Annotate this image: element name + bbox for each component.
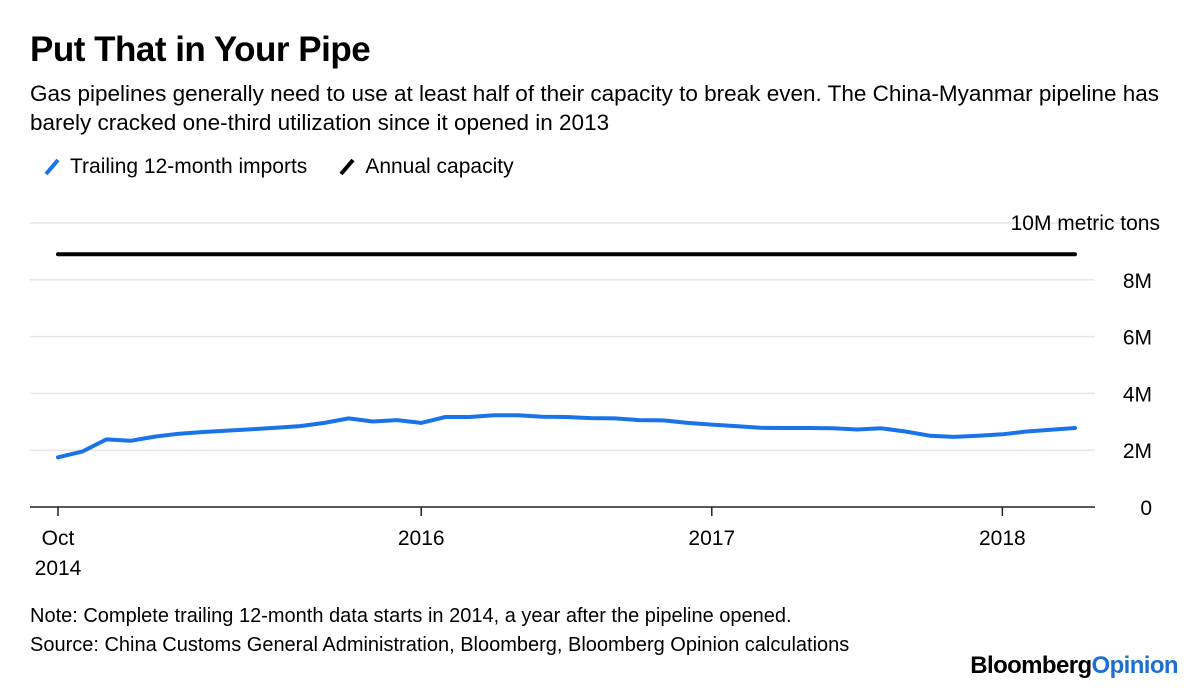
x-tick-label: 2016 bbox=[398, 527, 445, 550]
chart-subtitle: Gas pipelines generally need to use at l… bbox=[30, 81, 1159, 135]
x-tick-label-year: 2014 bbox=[35, 557, 82, 580]
footnote: Note: Complete trailing 12-month data st… bbox=[30, 602, 930, 660]
y-tick-label: 10M metric tons bbox=[1011, 212, 1160, 235]
x-tick-label: Oct bbox=[42, 527, 75, 550]
source-text: Source: China Customs General Administra… bbox=[30, 634, 850, 656]
y-tick-label: 4M bbox=[1123, 383, 1152, 406]
legend-item-capacity: Annual capacity bbox=[337, 155, 514, 179]
legend-item-imports: Trailing 12-month imports bbox=[42, 155, 307, 179]
series-line-imports bbox=[56, 413, 1077, 460]
slash-swatch-icon bbox=[44, 158, 60, 176]
legend-label-capacity: Annual capacity bbox=[365, 155, 514, 178]
slash-swatch-icon bbox=[339, 158, 355, 176]
brand-logo: BloombergOpinion bbox=[970, 652, 1178, 680]
y-tick-label: 0 bbox=[1140, 497, 1152, 520]
y-tick-label: 2M bbox=[1123, 440, 1152, 463]
legend-label-imports: Trailing 12-month imports bbox=[70, 155, 308, 178]
y-tick-label: 6M bbox=[1123, 327, 1152, 350]
x-tick-label: 2018 bbox=[979, 527, 1026, 550]
note-text: Note: Complete trailing 12-month data st… bbox=[30, 605, 792, 627]
y-tick-label: 8M bbox=[1123, 270, 1152, 293]
brand-part1: Bloomberg bbox=[970, 652, 1092, 679]
x-tick-label: 2017 bbox=[688, 527, 735, 550]
chart-title: Put That in Your Pipe bbox=[30, 30, 371, 69]
legend: Trailing 12-month imports Annual capacit… bbox=[42, 155, 544, 179]
brand-part2: Opinion bbox=[1091, 652, 1179, 679]
